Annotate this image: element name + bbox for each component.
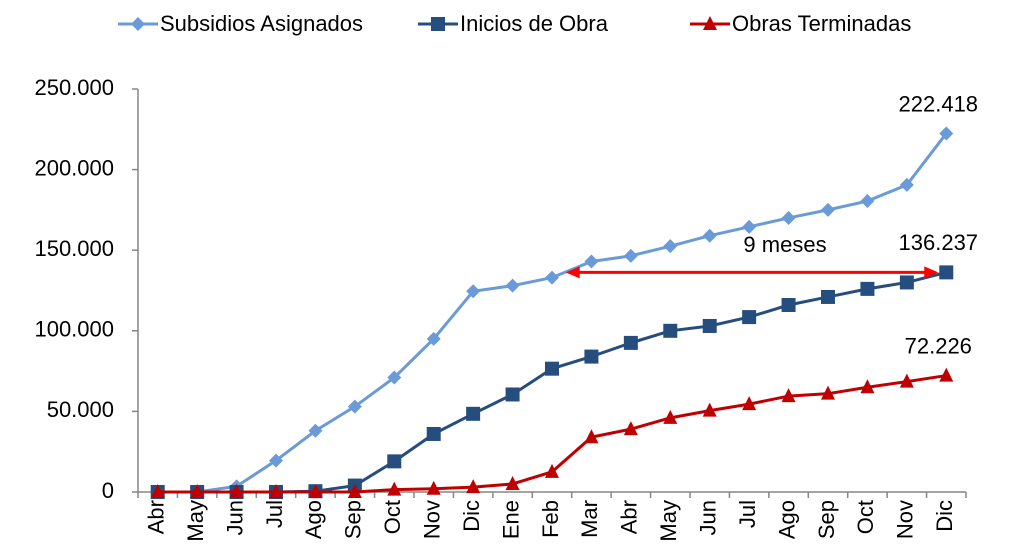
marker: [939, 126, 954, 141]
x-tick-label: Abr: [617, 500, 642, 534]
arrow-head: [565, 266, 580, 279]
legend-label: Inicios de Obra: [460, 11, 609, 36]
marker: [505, 387, 520, 402]
marker: [466, 284, 481, 299]
x-tick-label: Jul: [262, 500, 287, 528]
data-label: 222.418: [899, 91, 979, 116]
annotation-text: 9 meses: [743, 232, 826, 257]
y-tick-label: 100.000: [34, 317, 114, 342]
x-tick-label: Dic: [459, 500, 484, 532]
marker: [190, 484, 205, 498]
marker: [939, 265, 954, 280]
x-tick-label: Sep: [814, 500, 839, 539]
legend-label: Obras Terminadas: [732, 11, 911, 36]
marker: [387, 370, 402, 385]
marker: [663, 323, 678, 338]
marker: [623, 335, 638, 350]
marker: [821, 289, 835, 304]
x-tick-label: May: [183, 500, 208, 542]
marker: [781, 388, 796, 403]
marker: [426, 426, 441, 441]
marker: [545, 361, 559, 376]
marker: [505, 475, 520, 490]
marker: [939, 367, 954, 382]
marker: [663, 239, 678, 254]
marker: [821, 385, 835, 400]
x-tick-label: Sep: [341, 500, 366, 539]
x-tick-label: Nov: [420, 500, 445, 539]
marker: [623, 421, 638, 436]
y-tick-label: 150.000: [34, 236, 114, 261]
x-tick-label: Oct: [853, 500, 878, 534]
marker: [702, 402, 717, 417]
x-tick-label: Abr: [144, 500, 169, 534]
marker: [426, 331, 441, 346]
y-tick-label: 250.000: [34, 75, 114, 100]
marker: [702, 228, 717, 243]
legend-item: Obras Terminadas: [690, 11, 911, 36]
arrow-head: [924, 266, 939, 279]
marker: [781, 210, 796, 225]
marker: [308, 423, 323, 438]
marker: [899, 373, 914, 388]
legend-item: Inicios de Obra: [418, 11, 609, 36]
marker: [860, 194, 875, 209]
legend-marker: [703, 16, 717, 30]
marker: [150, 484, 165, 498]
y-tick-label: 50.000: [47, 397, 114, 422]
marker: [269, 453, 283, 468]
marker: [545, 270, 559, 285]
marker: [860, 281, 875, 296]
x-tick-label: Jul: [735, 500, 760, 528]
x-tick-label: Ago: [301, 500, 326, 539]
x-tick-label: May: [656, 500, 681, 542]
x-tick-label: Oct: [380, 500, 405, 534]
marker: [584, 254, 599, 269]
marker: [584, 349, 599, 364]
x-tick-label: Ene: [498, 500, 523, 539]
data-label: 72.226: [905, 333, 972, 358]
legend-label: Subsidios Asignados: [160, 11, 363, 36]
marker: [742, 396, 757, 411]
marker: [742, 310, 757, 325]
x-tick-label: Feb: [538, 500, 563, 538]
x-tick-label: Ago: [774, 500, 799, 539]
x-tick-label: Jun: [696, 500, 721, 535]
x-tick-label: Dic: [932, 500, 957, 532]
x-tick-label: Nov: [893, 500, 918, 539]
marker: [545, 463, 559, 478]
x-tick-label: Mar: [577, 500, 602, 538]
marker: [269, 484, 283, 498]
legend-marker: [131, 17, 145, 31]
marker: [347, 399, 362, 414]
marker: [426, 480, 441, 495]
marker: [308, 484, 323, 498]
marker: [387, 481, 402, 496]
legend-item: Subsidios Asignados: [118, 11, 363, 36]
data-label: 136.237: [899, 230, 979, 255]
marker: [702, 318, 717, 333]
marker: [899, 275, 914, 290]
legend-marker: [431, 17, 445, 31]
marker: [663, 409, 678, 424]
x-tick-label: Jun: [222, 500, 247, 535]
y-tick-label: 0: [102, 478, 114, 503]
marker: [584, 429, 599, 444]
series-line: [157, 132, 948, 494]
marker: [899, 177, 914, 192]
marker: [229, 484, 244, 498]
marker: [623, 248, 638, 263]
y-tick-label: 200.000: [34, 155, 114, 180]
marker: [860, 379, 875, 394]
marker: [742, 219, 757, 234]
marker: [466, 406, 481, 421]
marker: [821, 202, 835, 217]
marker: [347, 484, 362, 498]
marker: [387, 454, 402, 469]
marker: [466, 479, 481, 494]
marker: [781, 298, 796, 313]
marker: [505, 278, 520, 293]
